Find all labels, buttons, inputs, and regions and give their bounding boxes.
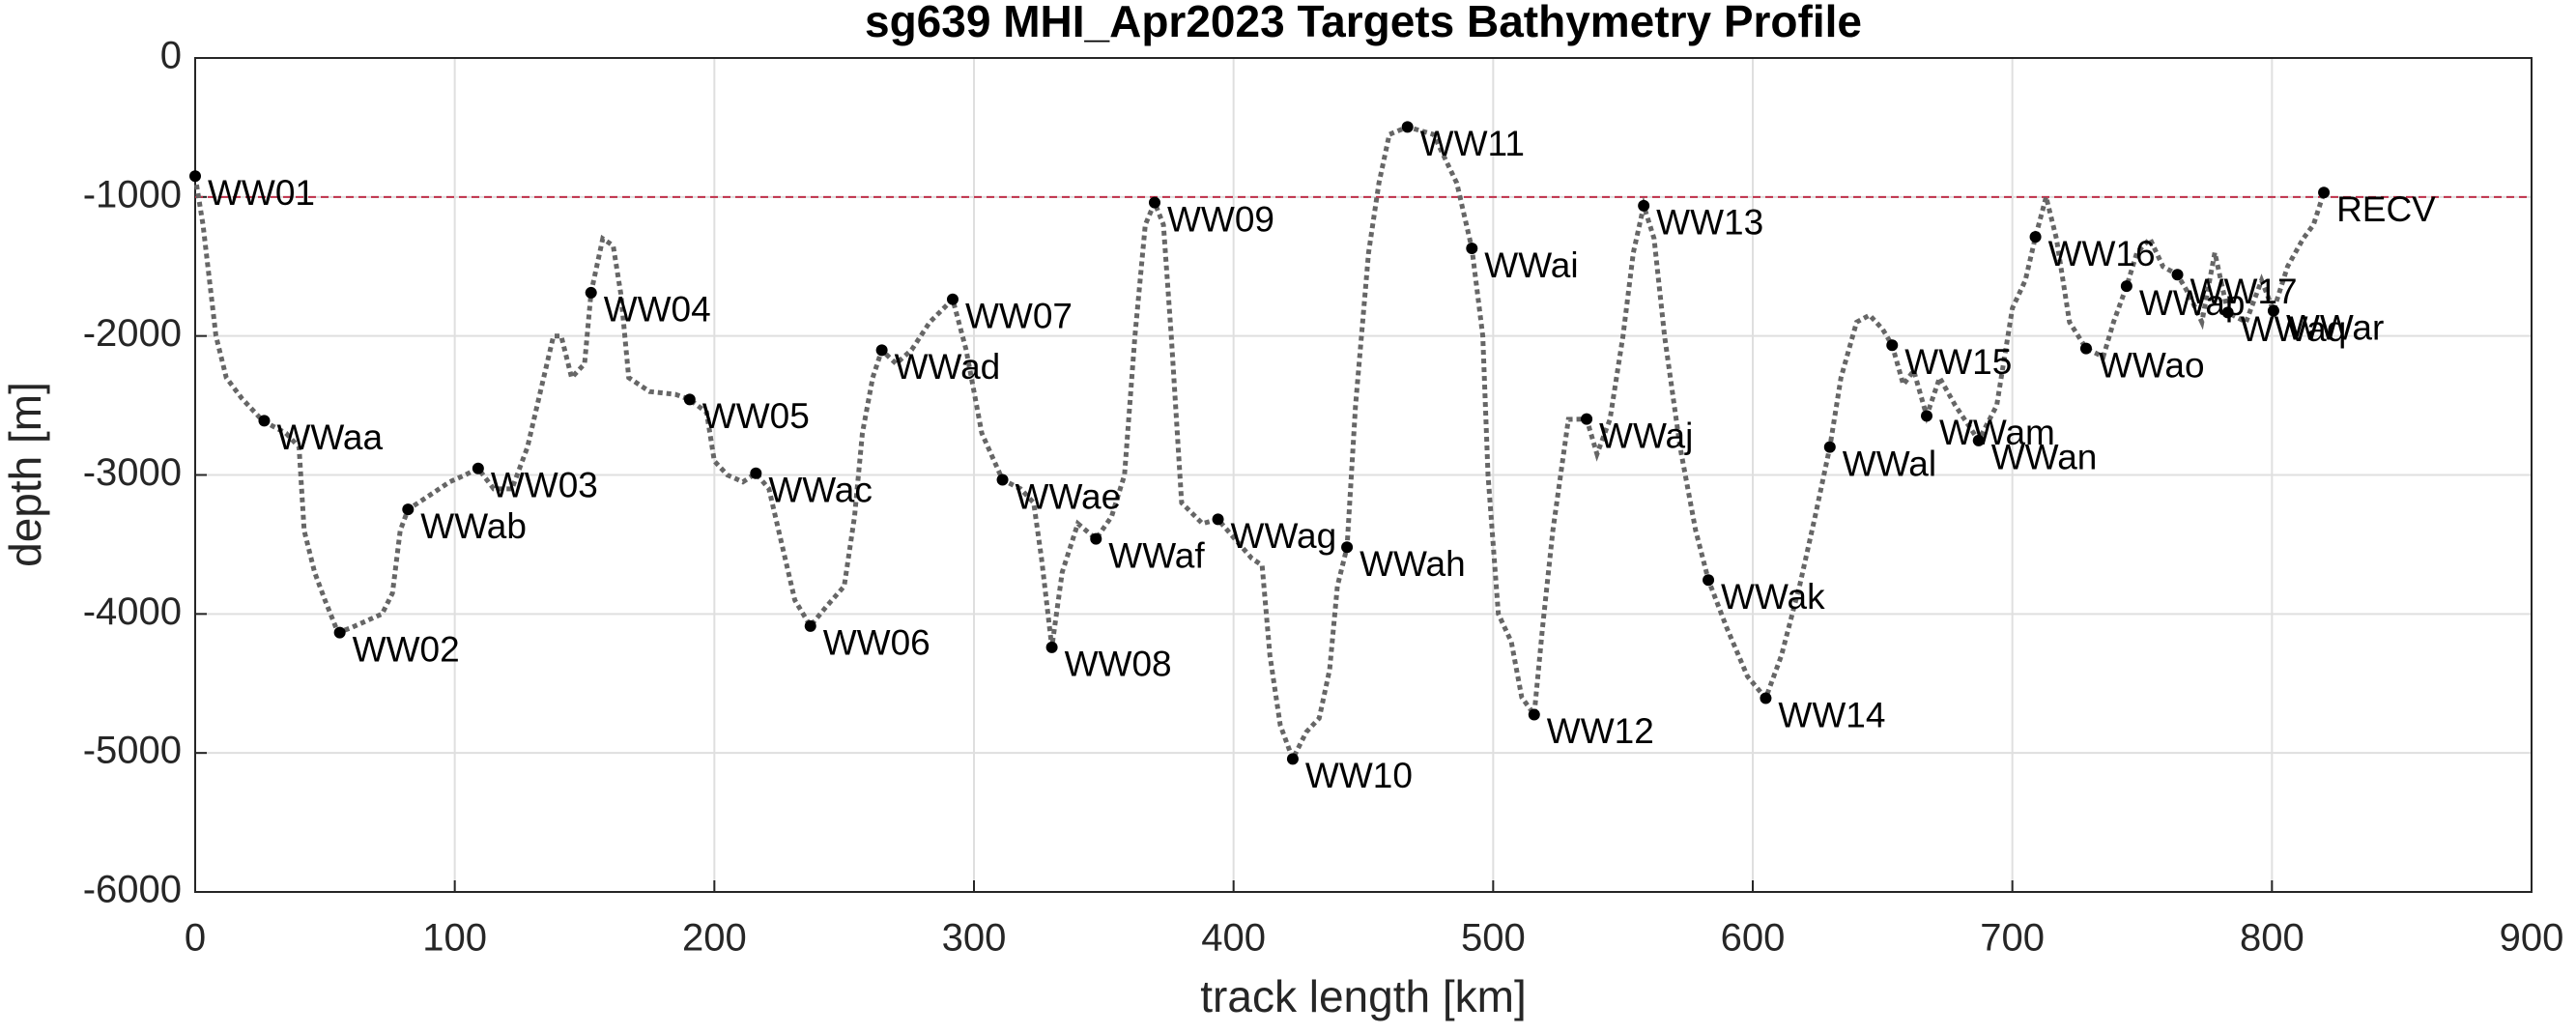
target-label: WW14 (1778, 695, 1885, 734)
target-point (1528, 708, 1540, 721)
target-point (1581, 413, 1593, 425)
target-label: WW13 (1656, 203, 1763, 243)
x-tick-label: 200 (682, 917, 747, 960)
x-tick-label: 400 (1201, 917, 1266, 960)
plot-frame (194, 57, 2533, 893)
target-point (585, 286, 597, 299)
target-point (1703, 574, 1715, 587)
target-point (804, 619, 816, 632)
target-point (2171, 269, 2184, 281)
x-tick-label: 600 (1721, 917, 1786, 960)
target-point (996, 474, 1009, 486)
target-point (1921, 410, 1933, 422)
target-point (1466, 243, 1478, 255)
target-point (1972, 434, 1985, 446)
target-label: WW10 (1305, 756, 1413, 795)
y-tick-label: -6000 (83, 869, 182, 911)
target-point (1045, 641, 1058, 653)
target-label: WW17 (2190, 272, 2298, 311)
target-label: WWaf (1108, 535, 1205, 575)
target-label: WWao (2099, 345, 2205, 385)
x-tick-label: 900 (2500, 917, 2564, 960)
target-point (875, 344, 888, 357)
target-label: WWal (1843, 444, 1936, 483)
target-point (1212, 513, 1224, 526)
target-point (2120, 280, 2132, 293)
target-label: WWar (2286, 307, 2384, 347)
x-tick-label: 300 (942, 917, 1007, 960)
target-label: WW03 (491, 466, 598, 505)
x-tick-label: 700 (1980, 917, 2045, 960)
y-tick-label: 0 (160, 35, 182, 77)
target-point (258, 415, 271, 427)
target-label: WWae (1016, 476, 1122, 516)
x-tick-label: 100 (422, 917, 487, 960)
target-point (2029, 231, 2042, 244)
target-label: WWan (1991, 438, 2098, 477)
target-point (946, 293, 959, 305)
target-point (2267, 304, 2279, 317)
target-point (2221, 306, 2234, 319)
target-point (333, 626, 346, 639)
x-tick-label: 500 (1461, 917, 1526, 960)
target-point (750, 467, 762, 479)
target-label: WW05 (702, 396, 810, 436)
target-label: WW01 (208, 173, 315, 213)
target-label: WWab (420, 506, 527, 546)
target-point (2318, 187, 2331, 199)
target-point (472, 462, 484, 474)
target-label: WW06 (823, 623, 930, 663)
target-label: WWah (1360, 544, 1466, 584)
x-tick-label: 800 (2240, 917, 2304, 960)
target-label: WWad (895, 347, 1001, 387)
target-point (2079, 342, 2092, 355)
y-tick-label: -2000 (83, 312, 182, 355)
profile-line (192, 124, 2327, 765)
target-label: WWaj (1599, 416, 1693, 455)
target-point (1341, 541, 1354, 554)
target-label: WWaq (2241, 309, 2347, 349)
target-label: WW11 (1420, 124, 1525, 163)
target-point (1401, 121, 1414, 133)
x-axis-label: track length [km] (1200, 971, 1526, 1021)
chart-title: sg639 MHI_Apr2023 Targets Bathymetry Pro… (865, 0, 1862, 46)
target-point (1148, 196, 1160, 209)
target-point (1286, 753, 1299, 765)
y-tick-label: -4000 (83, 590, 182, 633)
target-label: WWac (768, 471, 873, 510)
target-label: WW02 (353, 629, 460, 669)
target-point (1638, 199, 1650, 212)
target-label: WWak (1721, 577, 1825, 617)
target-point (1823, 441, 1836, 453)
target-label: WW12 (1547, 711, 1654, 751)
target-point (683, 393, 696, 406)
y-tick-label: -5000 (83, 730, 182, 772)
target-label: WW08 (1065, 645, 1172, 684)
x-tick-label: 0 (185, 917, 206, 960)
target-point (1886, 339, 1899, 352)
target-label: WWam (1939, 413, 2055, 452)
target-point (1090, 532, 1102, 545)
target-label: WW09 (1167, 199, 1274, 239)
target-label: RECV (2336, 189, 2436, 229)
y-tick-label: -3000 (83, 451, 182, 494)
target-label: WWaa (276, 417, 383, 457)
target-label: WW04 (604, 290, 711, 330)
target-point (189, 170, 201, 183)
y-tick-label: -1000 (83, 173, 182, 215)
target-point (402, 503, 415, 516)
target-label: WWai (1484, 245, 1578, 285)
target-label: WW16 (2048, 234, 2156, 273)
target-point (1760, 692, 1772, 704)
target-label: WW07 (965, 296, 1073, 335)
y-axis-label: depth [m] (0, 382, 50, 567)
target-label: WW15 (1904, 342, 2012, 382)
target-label: WWag (1231, 516, 1337, 556)
